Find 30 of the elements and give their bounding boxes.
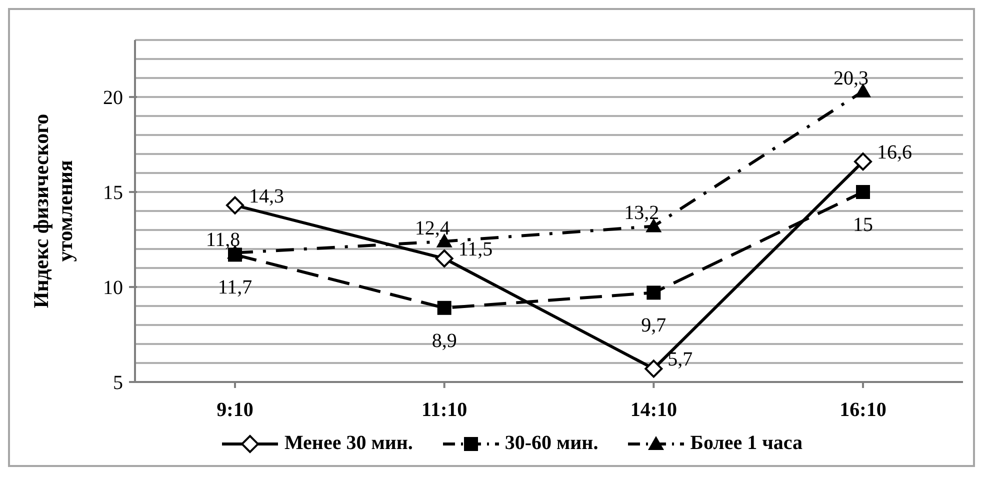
y-axis-title: Индекс физического утомления	[28, 114, 78, 308]
data-label: 16,6	[877, 142, 912, 164]
point	[646, 286, 661, 300]
point	[226, 196, 244, 214]
legend-label: Менее 30 мин.	[284, 432, 413, 455]
data-label: 11,7	[218, 276, 252, 299]
legend-label: Более 1 часа	[690, 432, 803, 455]
data-label: 9,7	[641, 314, 666, 337]
point	[854, 152, 872, 171]
data-label: 8,9	[432, 330, 457, 352]
data-label: 12,4	[414, 217, 450, 240]
point	[437, 300, 452, 315]
data-label: 20,3	[834, 67, 868, 90]
data-label: 14,3	[249, 185, 284, 208]
y-tick-label: 5	[113, 372, 123, 394]
data-label: 11,5	[458, 238, 493, 260]
legend-label: 30-60 мин.	[504, 432, 598, 455]
data-label: 15	[853, 214, 873, 236]
x-tick-label: 11:10	[422, 399, 468, 422]
x-tick-label: 16:10	[840, 399, 886, 422]
point	[856, 185, 870, 199]
x-tick-label: 9:10	[216, 399, 254, 422]
y-tick-label: 15	[103, 182, 123, 204]
y-tick-label: 20	[103, 87, 123, 109]
point	[644, 360, 663, 378]
data-label: 13,2	[624, 202, 660, 224]
data-label: 11,8	[206, 228, 240, 251]
point	[435, 250, 454, 268]
y-tick-label: 10	[103, 277, 123, 299]
x-tick-label: 14:10	[630, 399, 678, 422]
